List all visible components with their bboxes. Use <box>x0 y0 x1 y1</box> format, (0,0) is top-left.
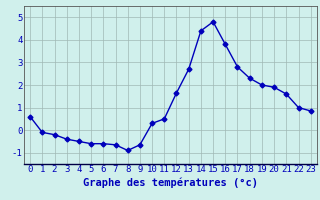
X-axis label: Graphe des températures (°c): Graphe des températures (°c) <box>83 177 258 188</box>
